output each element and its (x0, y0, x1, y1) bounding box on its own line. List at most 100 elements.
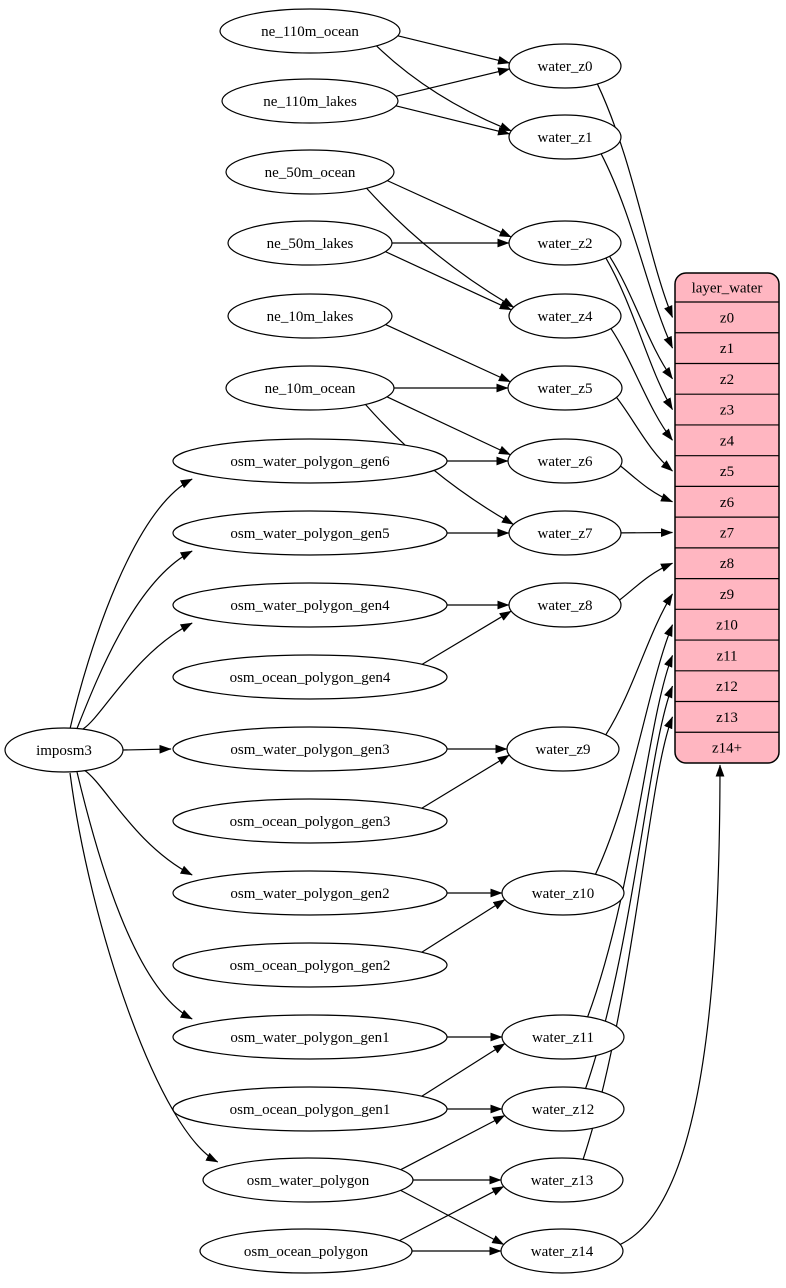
intermediate-node-water_z4: water_z4 (509, 294, 621, 338)
nodes-layer: layer_waterz0z1z2z3z4z5z6z7z8z9z10z11z12… (5, 9, 779, 1273)
edge-water_z11-to-layer_water-z11 (588, 655, 673, 1016)
edge-osm_ocean_polygon_gen4-to-water_z8 (422, 611, 511, 664)
node-label-ne_110m_lakes: ne_110m_lakes (263, 94, 357, 110)
layer-water-row-label-z6: z6 (720, 495, 735, 511)
layer-water-row-label-z3: z3 (720, 403, 734, 419)
source-node-ne_10m_lakes: ne_10m_lakes (228, 294, 392, 338)
layer-water-row-label-z2: z2 (720, 372, 734, 388)
source-node-ne_110m_ocean: ne_110m_ocean (220, 9, 400, 53)
node-label-water_z14: water_z14 (531, 1244, 594, 1260)
node-label-osm_ocean_polygon_gen3: osm_ocean_polygon_gen3 (230, 814, 391, 830)
intermediate-node-water_z0: water_z0 (509, 44, 621, 88)
node-label-water_z6: water_z6 (538, 454, 593, 470)
node-label-water_z1: water_z1 (538, 130, 593, 146)
layer-water-row-label-z5: z5 (720, 464, 734, 480)
edge-ne_110m_ocean-to-water_z0 (398, 36, 510, 63)
node-label-osm_water_polygon_gen3: osm_water_polygon_gen3 (230, 742, 389, 758)
root-node-imposm3: imposm3 (5, 728, 123, 772)
intermediate-node-water_z12: water_z12 (502, 1087, 624, 1131)
node-label-water_z13: water_z13 (531, 1173, 593, 1189)
node-label-osm_water_polygon_gen4: osm_water_polygon_gen4 (230, 598, 390, 614)
node-label-water_z8: water_z8 (538, 598, 593, 614)
layer-water-row-label-z7: z7 (720, 525, 735, 541)
intermediate-node-water_z14: water_z14 (501, 1229, 623, 1273)
edge-water_z0-to-layer_water-z0 (597, 84, 672, 317)
node-label-osm_water_polygon_gen6: osm_water_polygon_gen6 (230, 454, 390, 470)
edge-water_z14-to-layer_water-z14+ (620, 765, 720, 1244)
intermediate-node-water_z9: water_z9 (507, 727, 619, 771)
edge-osm_water_polygon-to-water_z12 (401, 1115, 505, 1169)
layer-water-table: layer_waterz0z1z2z3z4z5z6z7z8z9z10z11z12… (675, 273, 779, 763)
layer-water-row-label-z14+: z14+ (712, 741, 742, 757)
node-label-osm_water_polygon: osm_water_polygon (247, 1173, 370, 1189)
node-label-water_z7: water_z7 (538, 526, 593, 542)
edge-water_z8-to-layer_water-z8 (620, 563, 673, 600)
node-label-osm_water_polygon_gen5: osm_water_polygon_gen5 (230, 526, 389, 542)
edge-ne_10m_lakes-to-water_z5 (386, 325, 511, 382)
edge-ne_110m_lakes-to-water_z1 (396, 106, 510, 134)
intermediate-node-water_z2: water_z2 (509, 221, 621, 265)
node-label-water_z2: water_z2 (538, 236, 593, 252)
layer-water-row-label-z0: z0 (720, 310, 734, 326)
edge-osm_ocean_polygon_gen3-to-water_z9 (422, 755, 509, 808)
node-label-ne_110m_ocean: ne_110m_ocean (261, 24, 359, 40)
source-node-osm_water_polygon_gen1: osm_water_polygon_gen1 (173, 1015, 447, 1059)
layer-water-row-label-z4: z4 (720, 433, 735, 449)
node-label-ne_50m_lakes: ne_50m_lakes (267, 236, 354, 252)
source-node-osm_ocean_polygon: osm_ocean_polygon (200, 1229, 412, 1273)
node-label-water_z5: water_z5 (538, 381, 593, 397)
layer-water-table-title: layer_water (692, 281, 763, 297)
node-label-water_z12: water_z12 (532, 1102, 594, 1118)
edge-ne_110m_lakes-to-water_z0 (396, 69, 510, 96)
node-label-imposm3: imposm3 (36, 743, 92, 759)
node-label-osm_water_polygon_gen2: osm_water_polygon_gen2 (230, 886, 389, 902)
layer-water-row-label-z1: z1 (720, 341, 734, 357)
source-node-osm_ocean_polygon_gen4: osm_ocean_polygon_gen4 (173, 655, 447, 699)
intermediate-node-water_z10: water_z10 (502, 871, 624, 915)
node-label-osm_water_polygon_gen1: osm_water_polygon_gen1 (230, 1030, 389, 1046)
edge-imposm3-to-osm_water_polygon_gen3 (123, 749, 171, 750)
edge-ne_50m_lakes-to-water_z4 (385, 252, 511, 310)
layer-water-row-label-z9: z9 (720, 587, 734, 603)
node-label-water_z9: water_z9 (536, 742, 591, 758)
node-label-water_z0: water_z0 (538, 59, 593, 75)
edge-osm_water_polygon-to-water_z14 (401, 1190, 504, 1244)
source-node-osm_water_polygon: osm_water_polygon (203, 1158, 413, 1202)
node-label-ne_50m_ocean: ne_50m_ocean (265, 165, 356, 181)
layer-water-row-label-z10: z10 (716, 618, 738, 634)
source-node-osm_water_polygon_gen5: osm_water_polygon_gen5 (173, 511, 447, 555)
node-label-osm_ocean_polygon_gen4: osm_ocean_polygon_gen4 (230, 670, 391, 686)
edge-osm_ocean_polygon-to-water_z13 (399, 1186, 503, 1240)
intermediate-node-water_z11: water_z11 (502, 1015, 624, 1059)
node-label-ne_10m_ocean: ne_10m_ocean (265, 381, 356, 397)
node-label-osm_ocean_polygon_gen1: osm_ocean_polygon_gen1 (230, 1102, 391, 1118)
node-label-osm_ocean_polygon_gen2: osm_ocean_polygon_gen2 (230, 958, 391, 974)
source-node-ne_50m_lakes: ne_50m_lakes (228, 221, 392, 265)
source-node-osm_ocean_polygon_gen2: osm_ocean_polygon_gen2 (173, 943, 447, 987)
intermediate-node-water_z8: water_z8 (509, 583, 621, 627)
intermediate-node-water_z7: water_z7 (509, 511, 621, 555)
edge-water_z6-to-layer_water-z6 (621, 466, 673, 502)
edge-water_z5-to-layer_water-z5 (617, 397, 673, 471)
intermediate-node-water_z1: water_z1 (509, 115, 621, 159)
source-node-osm_water_polygon_gen4: osm_water_polygon_gen4 (173, 583, 447, 627)
source-node-osm_water_polygon_gen2: osm_water_polygon_gen2 (173, 871, 447, 915)
node-label-water_z10: water_z10 (532, 886, 594, 902)
source-node-ne_50m_ocean: ne_50m_ocean (226, 150, 394, 194)
layer-water-row-label-z8: z8 (720, 556, 734, 572)
edge-osm_ocean_polygon_gen1-to-water_z11 (422, 1044, 505, 1097)
intermediate-node-water_z13: water_z13 (501, 1158, 623, 1202)
layer-water-row-label-z11: z11 (716, 648, 737, 664)
source-node-osm_water_polygon_gen6: osm_water_polygon_gen6 (173, 439, 447, 483)
source-node-osm_ocean_polygon_gen1: osm_ocean_polygon_gen1 (173, 1087, 447, 1131)
source-node-ne_10m_ocean: ne_10m_ocean (226, 366, 394, 410)
edge-imposm3-to-osm_water_polygon_gen5 (76, 551, 192, 731)
node-label-water_z4: water_z4 (538, 309, 593, 325)
node-label-water_z11: water_z11 (532, 1030, 594, 1046)
source-node-osm_ocean_polygon_gen3: osm_ocean_polygon_gen3 (173, 799, 447, 843)
edges-layer (69, 36, 720, 1251)
node-label-ne_10m_lakes: ne_10m_lakes (267, 309, 354, 325)
layer-water-row-label-z13: z13 (716, 710, 738, 726)
